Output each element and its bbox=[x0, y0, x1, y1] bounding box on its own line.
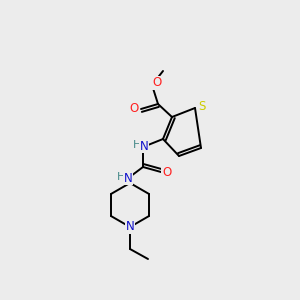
Text: N: N bbox=[124, 172, 132, 184]
Text: N: N bbox=[126, 220, 134, 233]
Text: O: O bbox=[152, 76, 162, 89]
Text: N: N bbox=[140, 140, 148, 152]
Text: O: O bbox=[129, 103, 139, 116]
Text: H: H bbox=[117, 172, 125, 182]
Text: O: O bbox=[162, 166, 172, 178]
Text: S: S bbox=[198, 100, 206, 113]
Text: H: H bbox=[133, 140, 141, 150]
